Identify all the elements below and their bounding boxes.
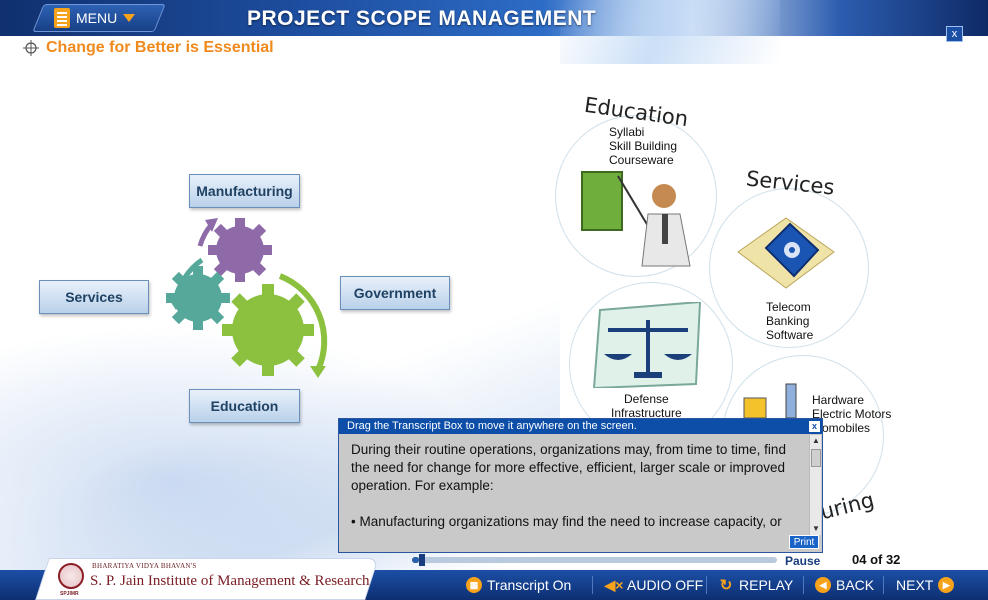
transcript-close-button[interactable]: x [809,421,820,432]
scroll-down-icon[interactable]: ▼ [812,524,820,533]
progress-knob[interactable] [419,554,426,566]
speaker-muted-icon: ◀× [604,576,624,593]
education-list: Syllabi Skill Building Courseware [609,125,677,167]
transcript-drag-bar[interactable]: Drag the Transcript Box to move it anywh… [339,419,822,434]
progress-fill [412,557,420,563]
education-item: Courseware [609,153,674,167]
services-item: Telecom [766,300,811,314]
government-item: Defense [624,392,669,406]
scroll-thumb[interactable] [811,449,821,467]
manufacturing-list: Hardware Electric Motors utomobiles [812,393,891,435]
cycle-label-manufacturing: Manufacturing [196,183,293,199]
manufacturing-item: utomobiles [812,421,871,435]
services-item: Banking [766,314,810,328]
transcript-toggle-label: Transcript On [487,577,572,593]
close-button[interactable]: x [946,26,963,42]
print-button[interactable]: Print [789,535,819,549]
government-list: Defense Infrastructure [611,392,682,420]
services-item: Software [766,328,814,342]
back-button[interactable]: ◀ BACK [815,574,874,596]
slide-title: Change for Better is Essential [46,39,274,56]
keyboard-icon: ▦ [466,577,482,593]
transcript-paragraph: • Manufacturing organizations may find t… [351,514,782,529]
scroll-up-icon[interactable]: ▲ [812,436,820,445]
transcript-drag-hint: Drag the Transcript Box to move it anywh… [347,420,637,432]
footer-divider [803,576,804,594]
education-item: Syllabi [609,125,645,139]
footer-divider [592,576,593,594]
floppy-disk-clipart [737,217,835,289]
audio-toggle-label: AUDIO OFF [627,577,704,593]
gears-cycle-graphic [166,218,328,378]
manufacturing-item: Electric Motors [812,407,892,421]
banner-light-streak [560,0,780,64]
replay-label: REPLAY [739,577,794,593]
institute-abbr: SPJIMR [60,591,79,597]
transcript-paragraph: During their routine operations, organiz… [351,442,786,493]
menu-button[interactable]: MENU [54,6,136,30]
cycle-box-government: Government [340,276,450,310]
education-item: Skill Building [609,139,678,153]
services-list: Telecom Banking Software [766,300,813,342]
caret-down-icon [123,14,136,22]
arrow-left-icon: ◀ [815,577,831,593]
back-label: BACK [836,577,875,593]
institute-name: S. P. Jain Institute of Management & Res… [90,573,370,589]
replay-button[interactable]: ↻ REPLAY [718,574,794,596]
course-title: PROJECT SCOPE MANAGEMENT [247,7,597,30]
cycle-box-education: Education [189,389,300,423]
footer-divider [883,576,884,594]
scales-of-justice-clipart [592,302,702,388]
manufacturing-item: Hardware [812,393,865,407]
cycle-label-education: Education [210,398,279,414]
next-label: NEXT [896,577,934,593]
arrow-right-icon: ▶ [938,577,955,593]
cycle-box-services: Services [39,280,149,314]
progress-bar[interactable] [412,554,777,566]
cycle-label-government: Government [353,285,437,301]
institute-parent-name: BHARATIYA VIDYA BHAVAN'S [92,562,197,570]
factory-clipart [743,383,797,418]
top-banner [0,0,988,64]
cycle-box-manufacturing: Manufacturing [189,174,300,208]
teacher-clipart [581,171,691,267]
transcript-toggle-button[interactable]: ▦ Transcript On [466,574,571,596]
page-counter: 04 of 32 [852,552,901,567]
next-button[interactable]: NEXT ▶ [896,574,955,596]
transcript-box[interactable]: Drag the Transcript Box to move it anywh… [338,418,823,553]
playback-status[interactable]: Pause [785,554,821,568]
transcript-scrollbar[interactable]: ▲ ▼ [809,435,821,535]
institute-seal-icon [58,563,84,589]
crosshair-icon [23,40,39,56]
menu-list-icon [54,8,70,28]
menu-label: MENU [76,10,118,26]
government-item: Infrastructure [611,406,682,420]
footer-divider [706,576,707,594]
replay-icon: ↻ [719,577,733,594]
audio-toggle-button[interactable]: ◀× AUDIO OFF [604,574,704,596]
transcript-text: During their routine operations, organiz… [351,441,806,549]
cycle-label-services: Services [65,289,123,305]
